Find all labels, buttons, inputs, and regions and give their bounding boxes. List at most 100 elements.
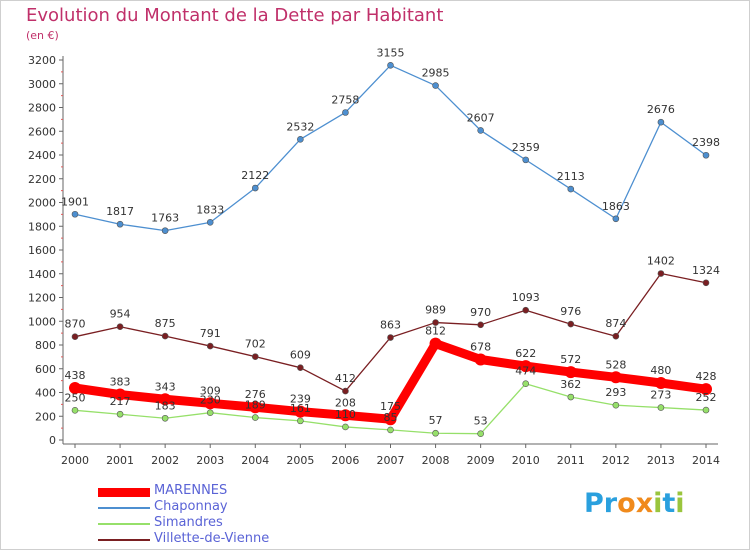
data-label-simandres: 250	[65, 391, 86, 404]
y-tick-label: 200	[35, 410, 56, 423]
y-tick-label: 1600	[28, 244, 56, 257]
data-label-chaponnay: 1901	[61, 195, 89, 208]
data-label-marennes: 812	[425, 325, 446, 338]
data-label-marennes: 480	[650, 364, 671, 377]
data-label-simandres: 273	[650, 389, 671, 402]
data-label-marennes: 678	[470, 340, 491, 353]
data-label-villette-de-vienne: 863	[380, 319, 401, 332]
y-tick-label: 2800	[28, 102, 56, 115]
data-point-simandres	[161, 414, 169, 422]
data-label-villette-de-vienne: 1402	[647, 255, 675, 268]
data-point-villette-de-vienne	[702, 279, 710, 287]
y-tick-label: 1400	[28, 268, 56, 281]
data-point-simandres	[116, 410, 124, 418]
x-tick-label: 2007	[377, 454, 405, 467]
x-tick-label: 2002	[151, 454, 179, 467]
logo-letter: t	[662, 488, 676, 519]
data-label-marennes: 276	[245, 388, 266, 401]
data-point-simandres	[522, 380, 530, 388]
data-point-marennes	[69, 381, 81, 394]
x-tick-label: 2014	[692, 454, 720, 467]
data-point-villette-de-vienne	[251, 353, 259, 360]
data-point-villette-de-vienne	[432, 319, 439, 326]
data-point-chaponnay	[297, 136, 304, 143]
proxiti-logo: Proxiti	[584, 488, 685, 519]
data-point-villette-de-vienne	[297, 364, 304, 371]
y-tick-label: 2200	[28, 173, 56, 186]
data-label-marennes: 343	[155, 380, 176, 393]
data-label-villette-de-vienne: 609	[290, 349, 311, 362]
data-label-marennes: 239	[290, 393, 311, 406]
data-point-marennes	[609, 371, 622, 384]
data-label-chaponnay: 1863	[602, 200, 630, 213]
logo-letter: r	[603, 488, 618, 519]
data-label-marennes: 572	[560, 353, 581, 366]
data-point-marennes	[384, 413, 397, 426]
legend-swatch	[98, 523, 150, 525]
y-tick-label: 600	[35, 363, 56, 376]
data-label-villette-de-vienne: 875	[155, 317, 176, 330]
data-point-marennes	[339, 409, 352, 422]
data-point-marennes	[429, 337, 442, 350]
x-tick-label: 2004	[241, 454, 269, 467]
data-label-villette-de-vienne: 874	[605, 317, 626, 330]
line-chart: 0 200 400 600 800 1000 1200 1400 1600 1800 2000 220…	[28, 46, 720, 467]
data-point-chaponnay	[567, 185, 575, 193]
data-point-marennes	[249, 401, 262, 414]
logo-letter: x	[635, 488, 654, 519]
data-point-villette-de-vienne	[342, 387, 349, 395]
data-point-marennes	[654, 377, 667, 389]
data-label-villette-de-vienne: 970	[470, 306, 491, 319]
y-tick-label: 400	[35, 387, 56, 400]
data-point-simandres	[251, 414, 259, 421]
data-point-villette-de-vienne	[477, 321, 484, 329]
data-point-villette-de-vienne	[657, 270, 665, 277]
data-point-marennes	[114, 388, 127, 401]
chart-title: Evolution du Montant de la Dette par Hab…	[26, 5, 444, 26]
data-point-chaponnay	[702, 151, 710, 159]
data-label-chaponnay: 2122	[241, 169, 269, 182]
data-point-chaponnay	[612, 215, 620, 223]
data-point-simandres	[567, 393, 575, 401]
data-label-villette-de-vienne: 1324	[692, 264, 720, 277]
x-tick-label: 2013	[647, 454, 675, 467]
y-tick-label: 2000	[28, 197, 56, 210]
data-label-simandres: 183	[155, 399, 176, 412]
data-label-simandres: 252	[696, 391, 717, 404]
data-point-chaponnay	[251, 184, 259, 192]
x-tick-label: 2006	[331, 454, 359, 467]
data-label-simandres: 362	[560, 378, 581, 391]
data-label-marennes: 383	[110, 376, 131, 389]
data-point-simandres	[206, 409, 214, 416]
logo-letter: P	[584, 488, 604, 519]
data-label-marennes: 175	[380, 400, 401, 413]
data-label-marennes: 528	[605, 358, 626, 371]
data-point-chaponnay	[71, 210, 79, 218]
data-point-chaponnay	[206, 219, 214, 226]
data-label-simandres: 57	[429, 414, 443, 427]
x-tick-label: 2005	[286, 454, 314, 467]
data-label-villette-de-vienne: 412	[335, 372, 356, 385]
legend-label: MARENNES	[154, 483, 228, 498]
data-point-villette-de-vienne	[567, 320, 575, 328]
data-label-marennes: 309	[200, 384, 221, 397]
data-point-simandres	[387, 426, 394, 434]
legend-swatch	[98, 539, 150, 541]
data-point-chaponnay	[342, 109, 349, 116]
data-point-chaponnay	[161, 227, 169, 234]
data-point-simandres	[71, 407, 79, 414]
y-tick-label: 1200	[28, 292, 56, 305]
data-label-chaponnay: 2359	[512, 141, 540, 154]
data-point-chaponnay	[116, 220, 124, 228]
x-tick-label: 2009	[467, 454, 495, 467]
data-point-simandres	[612, 401, 620, 409]
legend-swatch	[98, 487, 150, 497]
data-point-villette-de-vienne	[387, 334, 394, 341]
data-label-marennes: 438	[65, 369, 86, 382]
data-label-villette-de-vienne: 870	[65, 318, 86, 331]
data-point-simandres	[342, 423, 349, 431]
data-point-marennes	[159, 393, 172, 406]
data-label-chaponnay: 1817	[106, 205, 134, 218]
data-point-marennes	[519, 360, 532, 373]
x-tick-label: 2011	[557, 454, 585, 467]
